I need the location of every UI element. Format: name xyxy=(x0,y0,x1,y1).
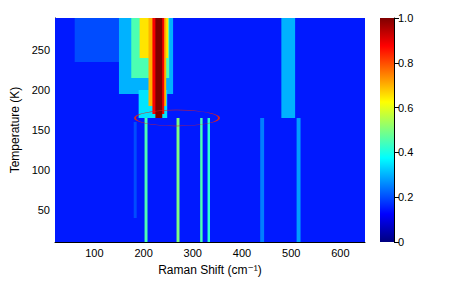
svg-text:0.4: 0.4 xyxy=(398,146,413,158)
svg-text:250: 250 xyxy=(32,44,50,56)
svg-text:400: 400 xyxy=(233,247,251,259)
svg-text:Raman Shift (cm⁻¹): Raman Shift (cm⁻¹) xyxy=(158,263,262,277)
svg-text:100: 100 xyxy=(85,247,103,259)
svg-text:0.6: 0.6 xyxy=(398,102,413,114)
svg-text:150: 150 xyxy=(32,124,50,136)
svg-text:300: 300 xyxy=(184,247,202,259)
svg-text:100: 100 xyxy=(32,164,50,176)
svg-text:500: 500 xyxy=(282,247,300,259)
svg-text:200: 200 xyxy=(32,84,50,96)
svg-text:600: 600 xyxy=(331,247,349,259)
svg-text:Temperature (K): Temperature (K) xyxy=(8,87,22,174)
svg-text:0.2: 0.2 xyxy=(398,191,413,203)
svg-text:0: 0 xyxy=(398,236,404,248)
svg-text:50: 50 xyxy=(38,204,50,216)
svg-text:200: 200 xyxy=(134,247,152,259)
svg-text:1.0: 1.0 xyxy=(398,12,413,24)
svg-text:0.8: 0.8 xyxy=(398,57,413,69)
